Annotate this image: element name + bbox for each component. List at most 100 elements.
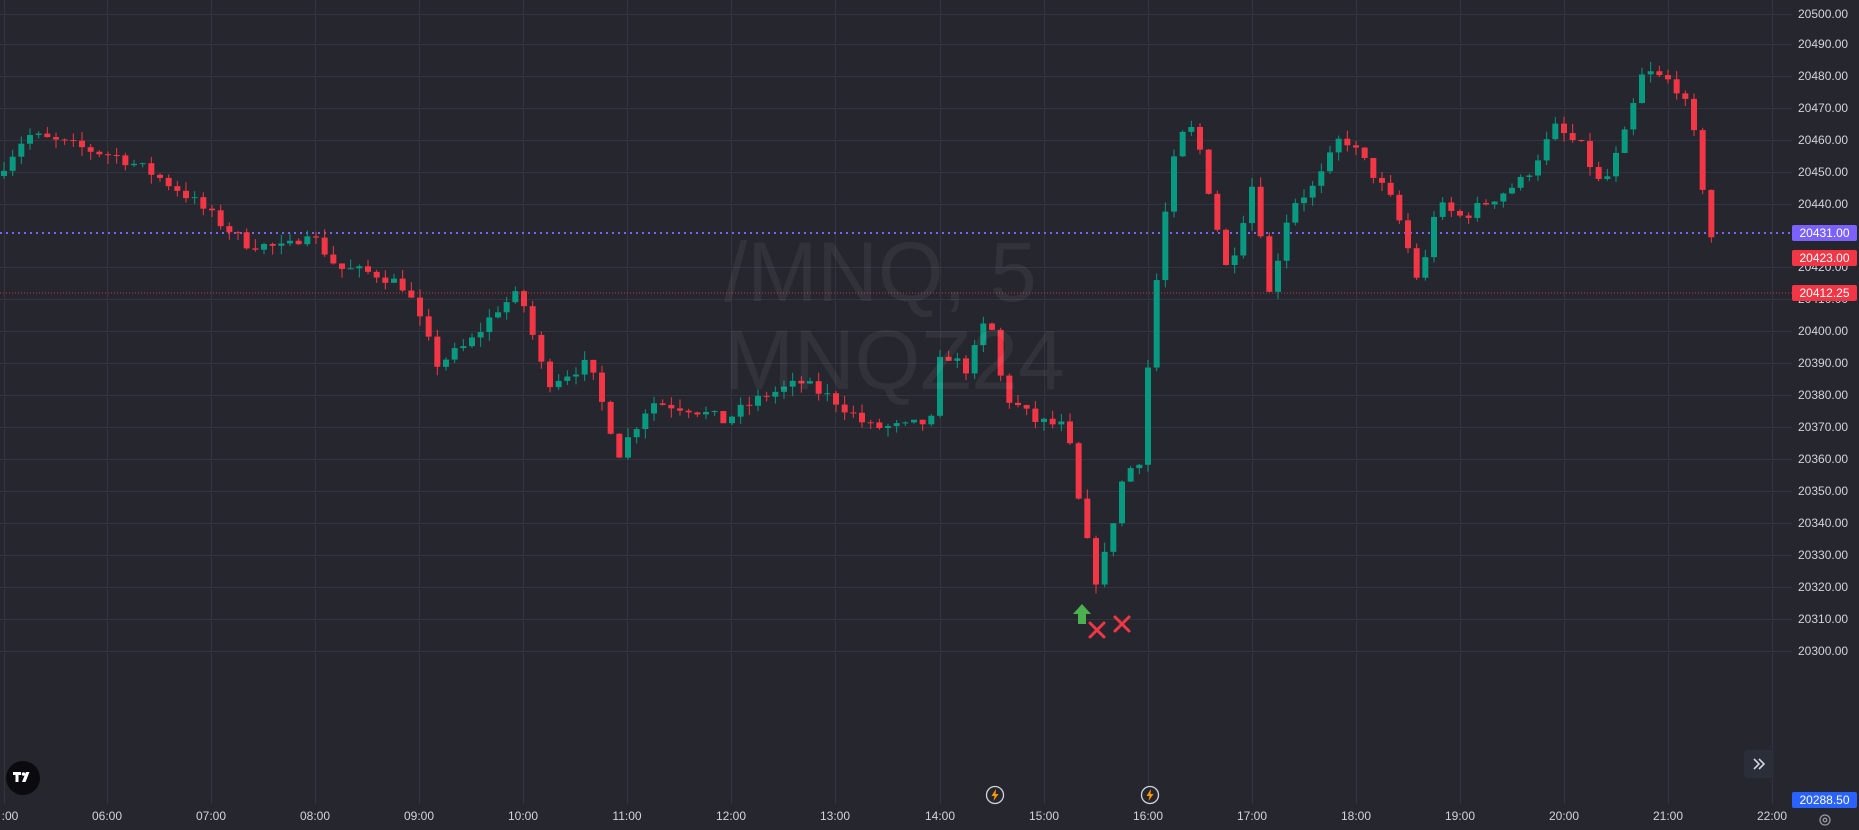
- candle[interactable]: [1587, 132, 1593, 176]
- candle[interactable]: [451, 342, 458, 363]
- candle[interactable]: [157, 173, 163, 182]
- candle[interactable]: [191, 191, 198, 205]
- candle[interactable]: [789, 372, 796, 397]
- candle[interactable]: [1517, 174, 1524, 191]
- candle[interactable]: [1127, 465, 1134, 483]
- candle[interactable]: [1344, 130, 1351, 152]
- candle[interactable]: [694, 411, 701, 418]
- candle[interactable]: [729, 415, 735, 426]
- candle[interactable]: [1647, 61, 1654, 83]
- candle[interactable]: [841, 395, 848, 421]
- candle[interactable]: [1595, 161, 1602, 182]
- candle[interactable]: [1049, 410, 1056, 429]
- candle[interactable]: [70, 133, 77, 147]
- candle[interactable]: [781, 380, 787, 399]
- candle[interactable]: [18, 136, 25, 164]
- candle[interactable]: [633, 427, 640, 444]
- candle[interactable]: [1353, 140, 1359, 156]
- candle[interactable]: [1249, 178, 1255, 231]
- candle[interactable]: [347, 259, 354, 270]
- candle[interactable]: [1058, 413, 1065, 432]
- candle[interactable]: [1275, 253, 1281, 300]
- candle[interactable]: [512, 286, 519, 304]
- candle[interactable]: [321, 229, 328, 257]
- candle[interactable]: [590, 359, 597, 380]
- candle[interactable]: [469, 333, 475, 349]
- candle[interactable]: [61, 138, 68, 145]
- candle[interactable]: [1266, 232, 1273, 293]
- candle[interactable]: [1604, 168, 1611, 181]
- candle[interactable]: [885, 423, 891, 437]
- candle[interactable]: [798, 376, 805, 393]
- candle[interactable]: [711, 410, 718, 416]
- candle[interactable]: [1231, 247, 1238, 274]
- candle[interactable]: [96, 150, 103, 158]
- chart-plot-area[interactable]: [0, 0, 1792, 804]
- candle[interactable]: [304, 230, 311, 247]
- candle[interactable]: [287, 233, 293, 247]
- candle[interactable]: [1240, 215, 1247, 259]
- price-axis[interactable]: 20500.00 20490.00 20480.00 20470.00 20460.00…: [1792, 0, 1859, 830]
- candle[interactable]: [1223, 228, 1229, 266]
- candle[interactable]: [252, 238, 259, 252]
- candle[interactable]: [339, 263, 345, 278]
- candle[interactable]: [1309, 181, 1316, 206]
- candle[interactable]: [1214, 190, 1221, 232]
- candle[interactable]: [1682, 90, 1689, 107]
- candle[interactable]: [737, 397, 744, 424]
- candle[interactable]: [139, 162, 146, 168]
- candle[interactable]: [217, 204, 224, 230]
- candle[interactable]: [27, 128, 33, 150]
- candle[interactable]: [573, 367, 579, 385]
- candle[interactable]: [382, 270, 389, 290]
- candle[interactable]: [243, 228, 250, 250]
- candle[interactable]: [1041, 417, 1047, 431]
- candle[interactable]: [893, 419, 900, 433]
- candle[interactable]: [131, 159, 137, 168]
- candle[interactable]: [564, 370, 571, 385]
- candle[interactable]: [183, 182, 189, 203]
- candle[interactable]: [1691, 93, 1697, 137]
- candle[interactable]: [200, 192, 207, 216]
- candle[interactable]: [174, 181, 181, 197]
- candle[interactable]: [971, 339, 978, 380]
- candle[interactable]: [495, 306, 501, 319]
- candle[interactable]: [763, 391, 770, 402]
- candle[interactable]: [1318, 163, 1325, 194]
- candle[interactable]: [1413, 243, 1420, 281]
- candle[interactable]: [607, 400, 614, 435]
- candle[interactable]: [79, 132, 85, 156]
- candle[interactable]: [850, 405, 857, 418]
- candle[interactable]: [521, 289, 527, 313]
- candle[interactable]: [1301, 189, 1307, 212]
- candle[interactable]: [1673, 71, 1680, 100]
- candle[interactable]: [148, 156, 155, 184]
- candle[interactable]: [1153, 273, 1160, 372]
- candle[interactable]: [1422, 249, 1429, 281]
- candle[interactable]: [772, 386, 779, 404]
- candle[interactable]: [1084, 489, 1091, 539]
- candle[interactable]: [989, 322, 995, 331]
- candle[interactable]: [1015, 395, 1021, 408]
- candle[interactable]: [1552, 117, 1559, 141]
- candle[interactable]: [1145, 359, 1151, 472]
- candle[interactable]: [1171, 149, 1177, 218]
- candle[interactable]: [105, 151, 111, 164]
- candle[interactable]: [313, 231, 319, 245]
- gear-icon[interactable]: [1818, 813, 1832, 827]
- candle[interactable]: [1474, 196, 1481, 222]
- candle[interactable]: [1379, 171, 1385, 191]
- candle[interactable]: [659, 399, 666, 406]
- candle[interactable]: [356, 264, 363, 278]
- candle[interactable]: [555, 373, 562, 390]
- candle[interactable]: [945, 350, 952, 361]
- candle[interactable]: [269, 242, 276, 255]
- candle[interactable]: [651, 396, 657, 421]
- candle[interactable]: [1405, 213, 1411, 254]
- candle[interactable]: [1093, 535, 1099, 594]
- candle[interactable]: [1561, 116, 1567, 142]
- candle[interactable]: [642, 409, 649, 439]
- candle[interactable]: [815, 372, 822, 401]
- candle[interactable]: [1613, 146, 1619, 182]
- candle[interactable]: [529, 300, 536, 340]
